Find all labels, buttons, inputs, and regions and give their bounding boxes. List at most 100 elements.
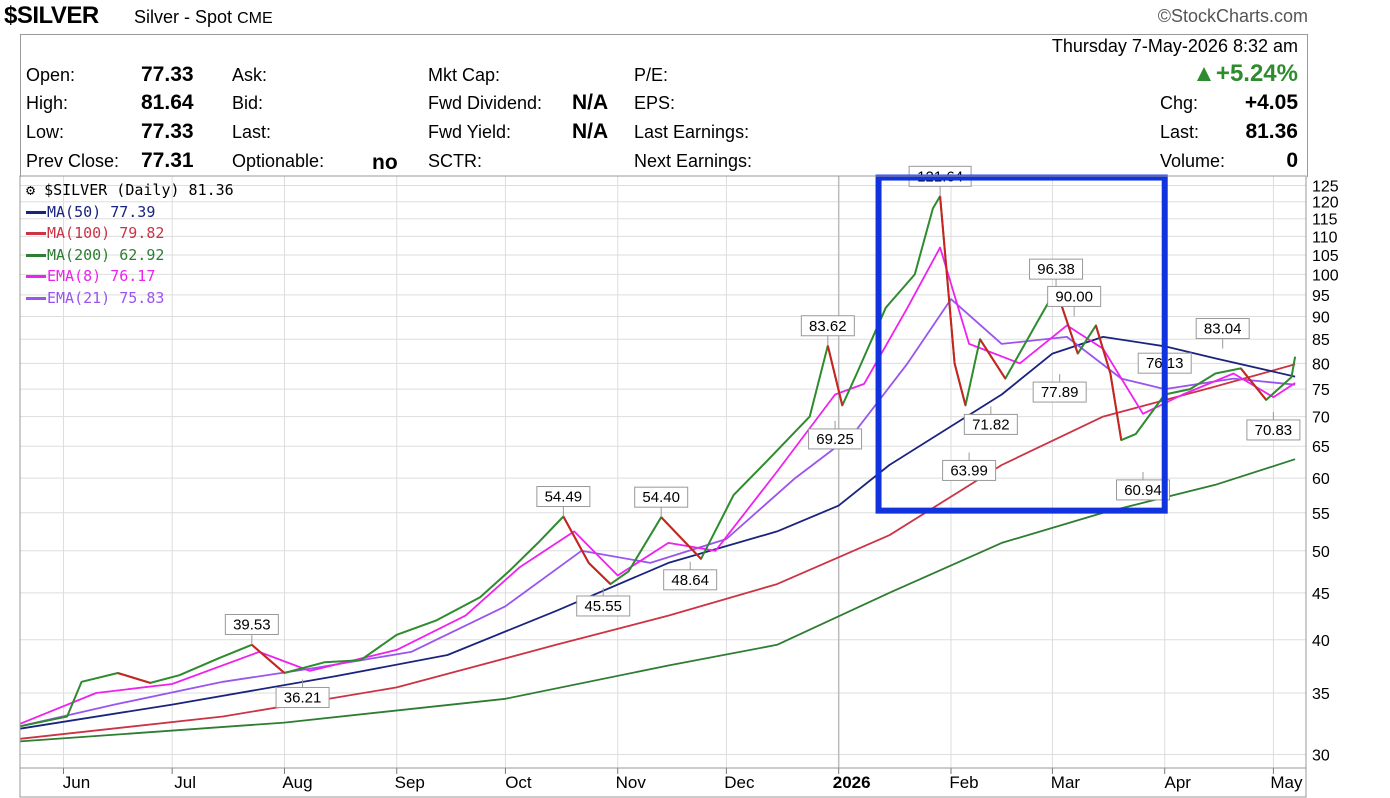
chart-annotations: 39.53 36.21 54.49 45.55 54.40 48.64 83.62 69.25… — [224, 165, 1301, 708]
legend-ma100: MA(100) 79.82 — [26, 223, 234, 245]
y-tick-label: 90 — [1312, 309, 1330, 326]
exchange-label: CME — [237, 10, 273, 27]
annotation-label: 60.94 — [1124, 482, 1162, 499]
y-tick-label: 55 — [1312, 506, 1330, 523]
low-value: 77.33 — [141, 120, 194, 143]
bid-label: Bid: — [232, 93, 264, 113]
y-tick-label: 85 — [1312, 332, 1330, 349]
series-line-ema8 — [19, 246, 1296, 725]
x-tick-label: Jun — [63, 773, 90, 792]
quote-datetime: Thursday 7-May-2026 8:32 am — [1051, 36, 1298, 56]
y-tick-label: 65 — [1312, 439, 1330, 456]
y-tick-label: 50 — [1312, 544, 1330, 561]
annotation-box — [536, 486, 591, 508]
y-tick-label: 95 — [1312, 288, 1330, 305]
legend-price: ⚙ $SILVER (Daily) 81.36 — [26, 181, 234, 199]
last-label-mid: Last: — [232, 122, 272, 142]
x-tick-label: 2026 — [833, 773, 871, 792]
legend-ema8: EMA(8) 76.17 — [26, 266, 234, 288]
next-earnings-label: Next Earnings: — [634, 151, 753, 171]
open-label: Open: — [26, 65, 76, 85]
time-axis-border — [19, 767, 1307, 798]
volume-label: Volume: — [1160, 151, 1226, 171]
price-down-segment — [660, 516, 702, 560]
fwd-dividend-label: Fwd Dividend: — [428, 93, 543, 113]
y-axis-labels: 30 35 40 45 50 55 60 65 70 75 80 85 90 95 100 105 110115… — [1312, 178, 1339, 764]
ticker-symbol: $SILVER — [4, 2, 99, 29]
y-tick-label: 100 — [1312, 267, 1339, 284]
last-value: 81.36 — [1245, 120, 1298, 143]
legend-ma200: MA(200) 62.92 — [26, 245, 234, 267]
high-value: 81.64 — [141, 91, 194, 114]
annotation-label: 36.21 — [284, 689, 322, 706]
annotation-label: 45.55 — [584, 598, 622, 615]
annotation-label: 39.53 — [233, 616, 271, 633]
y-tick-label: 105 — [1312, 248, 1339, 265]
fwd-yield-label: Fwd Yield: — [428, 122, 512, 142]
annotation-box — [1115, 479, 1170, 501]
annotation-box — [1195, 318, 1250, 340]
y-tick-label: 30 — [1312, 747, 1330, 764]
y-tick-label: 80 — [1312, 356, 1330, 373]
price-down-segment — [939, 196, 956, 364]
annotation-box — [1032, 381, 1087, 403]
annotation-box — [1246, 419, 1301, 441]
annotation-label: 77.89 — [1041, 384, 1079, 401]
annotation-label: 71.82 — [972, 416, 1010, 433]
y-tick-label: 115 — [1312, 212, 1338, 229]
series-line-ma100 — [19, 363, 1296, 740]
x-tick-label: Oct — [505, 773, 532, 792]
annotation-label: 54.40 — [642, 489, 680, 506]
annotation-box — [663, 569, 718, 591]
instrument-name: Silver - Spot CME — [134, 7, 273, 27]
annotation-label: 54.49 — [545, 489, 583, 506]
annotation-box — [224, 613, 279, 635]
price-down-segment — [1240, 367, 1267, 401]
last-earnings-label: Last Earnings: — [634, 122, 750, 142]
annotation-label: 70.83 — [1255, 422, 1293, 439]
y-tick-label: 110 — [1312, 229, 1338, 246]
annotation-label: 96.38 — [1037, 261, 1075, 278]
annotation-box — [942, 459, 997, 481]
annotation-label: 63.99 — [950, 462, 988, 479]
sctr-label: SCTR: — [428, 151, 482, 171]
y-tick-label: 125 — [1312, 178, 1339, 195]
annotation-label: 48.64 — [671, 572, 709, 589]
ask-label: Ask: — [232, 65, 268, 85]
x-tick-label: Feb — [949, 773, 978, 792]
y-tick-label: 45 — [1312, 586, 1330, 603]
prev-close-value: 77.31 — [141, 149, 194, 172]
annotation-box — [634, 486, 689, 508]
y-tick-label: 60 — [1312, 471, 1330, 488]
y-tick-label: 120 — [1312, 195, 1339, 212]
price-down-segment — [117, 672, 151, 684]
annotation-box — [275, 686, 330, 708]
volume-value: 0 — [1286, 149, 1298, 172]
pe-label: P/E: — [634, 65, 669, 85]
annotation-box — [963, 413, 1018, 435]
x-tick-label: Nov — [616, 773, 647, 792]
annotation-box — [808, 428, 863, 450]
y-tick-label: 40 — [1312, 633, 1330, 650]
annotation-label: 83.04 — [1204, 321, 1242, 338]
chart-lines — [19, 195, 1297, 743]
x-axis-labels: Jun Jul Aug Sep Oct Nov Dec 2026 Feb Mar Apr May — [63, 773, 1303, 792]
x-tick-label: May — [1270, 773, 1303, 792]
optionable-label: Optionable: — [232, 151, 325, 171]
high-label: High: — [26, 93, 69, 113]
price-down-segment — [562, 516, 590, 564]
fwd-yield-value: N/A — [572, 120, 609, 143]
price-down-segment — [251, 644, 286, 674]
highlight-box — [875, 174, 1168, 514]
stockcharts-logo[interactable]: ©StockCharts.com — [1157, 6, 1308, 26]
quote-panel — [20, 34, 1308, 177]
x-tick-label: Apr — [1164, 773, 1191, 792]
price-down-segment — [979, 338, 1007, 380]
prev-close-label: Prev Close: — [26, 151, 120, 171]
chg-value: +4.05 — [1244, 91, 1298, 114]
series-line-ma50 — [19, 336, 1296, 730]
y-tick-label: 75 — [1312, 382, 1330, 399]
annotation-box — [1029, 258, 1084, 280]
last-label: Last: — [1160, 122, 1200, 142]
